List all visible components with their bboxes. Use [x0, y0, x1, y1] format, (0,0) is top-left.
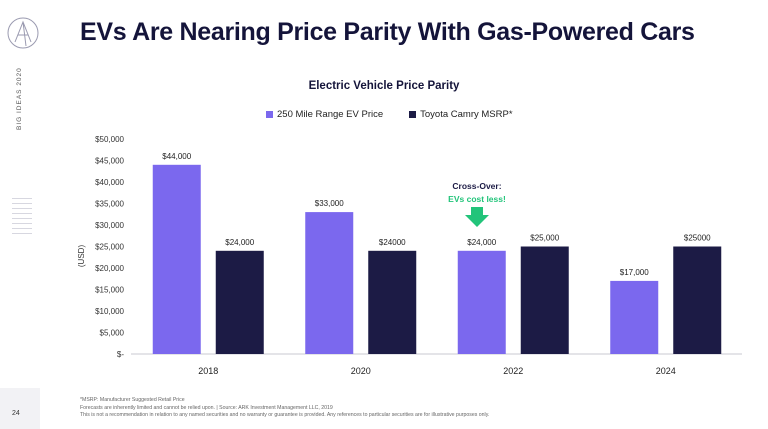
- legend-swatch-camry: [409, 111, 417, 118]
- bar-label-camry-2018: $24,000: [225, 238, 254, 247]
- legend-item-camry: Toyota Camry MSRP*: [409, 109, 513, 120]
- bar-label-ev-2020: $33,000: [315, 199, 344, 208]
- x-axis-ticks: 2018 2020 2022 2024: [198, 366, 676, 376]
- y-tick-label: $5,000: [100, 329, 125, 338]
- y-tick-label: $10,000: [95, 307, 124, 316]
- y-tick-label: $15,000: [95, 286, 124, 295]
- footnote-2: Forecasts are inherently limited and can…: [80, 404, 333, 411]
- x-tick-label: 2020: [351, 366, 371, 376]
- bar-ev-2022: [457, 250, 506, 354]
- ark-logo-icon: [7, 17, 39, 49]
- footnote-1: *MSRP: Manufacturer Suggested Retail Pri…: [80, 397, 185, 403]
- bar-label-ev-2024: $17,000: [620, 268, 649, 277]
- bar-ev-2018: [152, 164, 201, 354]
- crossover-line1: Cross-Over:: [452, 181, 501, 191]
- y-tick-label: $30,000: [95, 221, 124, 230]
- bar-label-camry-2024: $25000: [684, 234, 711, 243]
- crossover-annotation: Cross-Over: EVs cost less!: [448, 181, 506, 227]
- bar-label-ev-2022: $24,000: [467, 238, 496, 247]
- sidebar: BIG IDEAS 2020 24: [0, 0, 56, 429]
- page-number: 24: [12, 410, 20, 417]
- y-tick-label: $35,000: [95, 200, 124, 209]
- bar-label-camry-2020: $24000: [379, 238, 406, 247]
- y-tick-label: $50,000: [95, 135, 124, 144]
- y-axis-label: (USD): [77, 245, 86, 268]
- crossover-line2: EVs cost less!: [448, 194, 506, 204]
- legend-item-ev: 250 Mile Range EV Price: [266, 109, 383, 120]
- y-axis-ticks: $- $5,000 $10,000 $15,000 $20,000 $25,000 $30,…: [95, 135, 124, 359]
- bar-ev-2020: [305, 212, 354, 354]
- footnotes: *MSRP: Manufacturer Suggested Retail Pri…: [80, 397, 489, 420]
- bars: $44,000 $24,000 $33,000 $24000 $24,000 $25,00…: [152, 152, 722, 354]
- chart-title: Electric Vehicle Price Parity: [308, 80, 460, 92]
- y-tick-label: $25,000: [95, 243, 124, 252]
- bar-camry-2018: [215, 250, 264, 354]
- y-tick-label: $-: [117, 350, 124, 359]
- legend-swatch-ev: [266, 111, 273, 118]
- footnote-3: This is not a recommendation in relation…: [80, 412, 490, 419]
- bar-label-ev-2018: $44,000: [162, 152, 191, 161]
- x-tick-label: 2018: [198, 366, 218, 376]
- bar-camry-2022: [520, 246, 569, 354]
- y-tick-label: $45,000: [95, 157, 124, 166]
- bar-label-camry-2022: $25,000: [530, 234, 559, 243]
- page-title: EVs Are Nearing Price Parity With Gas-Po…: [80, 18, 695, 46]
- legend-label-camry: Toyota Camry MSRP*: [420, 109, 513, 120]
- x-tick-label: 2024: [656, 366, 676, 376]
- down-arrow-icon: [465, 207, 489, 227]
- legend-label-ev: 250 Mile Range EV Price: [277, 109, 384, 120]
- page-number-box: [0, 388, 40, 429]
- bar-camry-2020: [368, 250, 417, 354]
- decorative-lines: [12, 198, 32, 238]
- chart-legend: 250 Mile Range EV Price Toyota Camry MSR…: [266, 109, 513, 120]
- y-tick-label: $20,000: [95, 264, 124, 273]
- bar-ev-2024: [610, 280, 659, 354]
- bar-camry-2024: [673, 246, 722, 354]
- y-tick-label: $40,000: [95, 178, 124, 187]
- x-tick-label: 2022: [503, 366, 523, 376]
